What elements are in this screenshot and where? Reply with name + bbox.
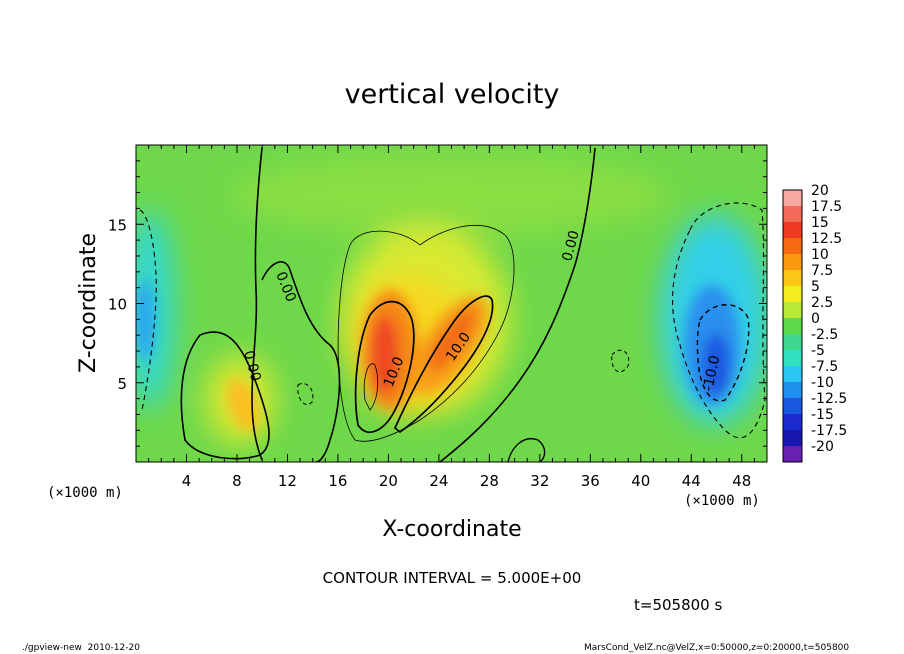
plot-area: 0.00 0.00 0.00 10.0 10.0 -10.0: [136, 145, 767, 462]
x-tick-label: 20: [379, 472, 398, 490]
contour-zero-left-upper: [261, 261, 341, 462]
chart-title: vertical velocity: [345, 79, 560, 110]
colorbar-swatch: [783, 350, 802, 367]
x-tick-label: 4: [182, 472, 192, 490]
contour-neg-left: [139, 209, 157, 411]
colorbar-label: 10: [811, 247, 829, 263]
contour-zero-left-loop: [180, 331, 270, 460]
colorbar-label: -17.5: [811, 423, 847, 439]
colorbar-label: 7.5: [811, 263, 833, 279]
contour-neg-small-a: [611, 349, 630, 373]
colorbar-swatch: [783, 334, 802, 351]
colorbar: 2017.51512.5107.552.50-2.5-5-7.5-10-12.5…: [782, 183, 847, 463]
colorbar-swatch: [783, 238, 802, 255]
time-label: t=505800 s: [634, 596, 722, 614]
colorbar-label: 0: [811, 311, 820, 327]
x-tick-label: 12: [278, 472, 297, 490]
colorbar-label: -20: [811, 439, 834, 455]
colorbar-swatch: [783, 414, 802, 431]
colorbar-swatch: [783, 446, 802, 463]
x-tick-label: 48: [732, 472, 751, 490]
colorbar-swatch: [783, 302, 802, 319]
colorbar-label: -12.5: [811, 391, 847, 407]
colorbar-swatch: [783, 270, 802, 287]
field-blobs: [136, 155, 767, 445]
contour-neg-right: [672, 202, 766, 439]
contour-ten-a: [354, 300, 415, 433]
x-tick-label: 8: [232, 472, 242, 490]
x-tick-label: 16: [328, 472, 347, 490]
y-tick-label: 10: [108, 296, 127, 314]
contour-five-outer: [337, 225, 515, 442]
contour-neg-small-b: [297, 383, 314, 406]
colorbar-label: 12.5: [811, 231, 842, 247]
colorbar-label: -7.5: [811, 359, 838, 375]
contour-ten-b: [393, 295, 494, 434]
colorbar-swatch: [783, 366, 802, 383]
contour-zero-left: [251, 147, 263, 461]
colorbar-label: 20: [811, 183, 829, 199]
x-tick-label: 40: [631, 472, 650, 490]
y-tick-label: 15: [108, 216, 127, 234]
x-unit-left: (×1000 m): [47, 485, 123, 501]
footer-left: ./gpview-new 2010-12-20: [22, 643, 140, 653]
field-left-blue: [136, 280, 155, 360]
colorbar-swatch: [783, 254, 802, 271]
field-left-core: [226, 378, 260, 432]
colorbar-label: -5: [811, 343, 825, 359]
contour-zero-right: [439, 147, 596, 462]
contour-interval-label: CONTOUR INTERVAL = 5.000E+00: [323, 569, 582, 587]
x-axis-label: X-coordinate: [382, 517, 521, 542]
contour-label-zero-right: 0.00: [559, 229, 583, 263]
colorbar-label: -10: [811, 375, 834, 391]
contour-lines: [139, 147, 766, 462]
contour-zero-right-loop: [507, 438, 546, 462]
x-tick-label: 36: [581, 472, 600, 490]
y-axis-label: Z-coordinate: [76, 233, 101, 373]
colorbar-label: 17.5: [811, 199, 842, 215]
field-core-a-inner: [371, 315, 399, 395]
colorbar-swatch: [783, 206, 802, 223]
colorbar-label: 15: [811, 215, 829, 231]
colorbar-swatch: [783, 318, 802, 335]
field-right-core: [702, 333, 730, 397]
colorbar-swatch: [783, 430, 802, 447]
field-core-b-inner: [428, 308, 476, 372]
colorbar-swatch: [783, 190, 802, 207]
colorbar-swatch: [783, 222, 802, 239]
colorbar-frame: [782, 189, 803, 463]
colorbar-label: -15: [811, 407, 834, 423]
x-tick-label: 28: [480, 472, 499, 490]
contour-fifteen-a: [363, 363, 379, 411]
footer-right: MarsCond_VelZ.nc@VelZ,x=0:50000,z=0:2000…: [584, 643, 849, 653]
contour-label-zero-loop: 0.00: [240, 349, 264, 383]
colorbar-swatch: [783, 398, 802, 415]
y-tick-label: 5: [117, 375, 127, 393]
field-cores: [136, 280, 740, 432]
x-tick-label: 44: [682, 472, 701, 490]
colorbar-label: 5: [811, 279, 820, 295]
colorbar-label: 2.5: [811, 295, 833, 311]
contour-label-neg-ten: -10.0: [700, 354, 723, 393]
field-band-upper: [230, 155, 670, 235]
colorbar-label: -2.5: [811, 327, 838, 343]
x-tick-label: 24: [429, 472, 448, 490]
colorbar-swatch: [783, 286, 802, 303]
colorbar-swatch: [783, 382, 802, 399]
x-tick-label: 32: [530, 472, 549, 490]
contour-neg-ten-right: [696, 304, 750, 402]
x-unit-right: (×1000 m): [684, 493, 760, 509]
